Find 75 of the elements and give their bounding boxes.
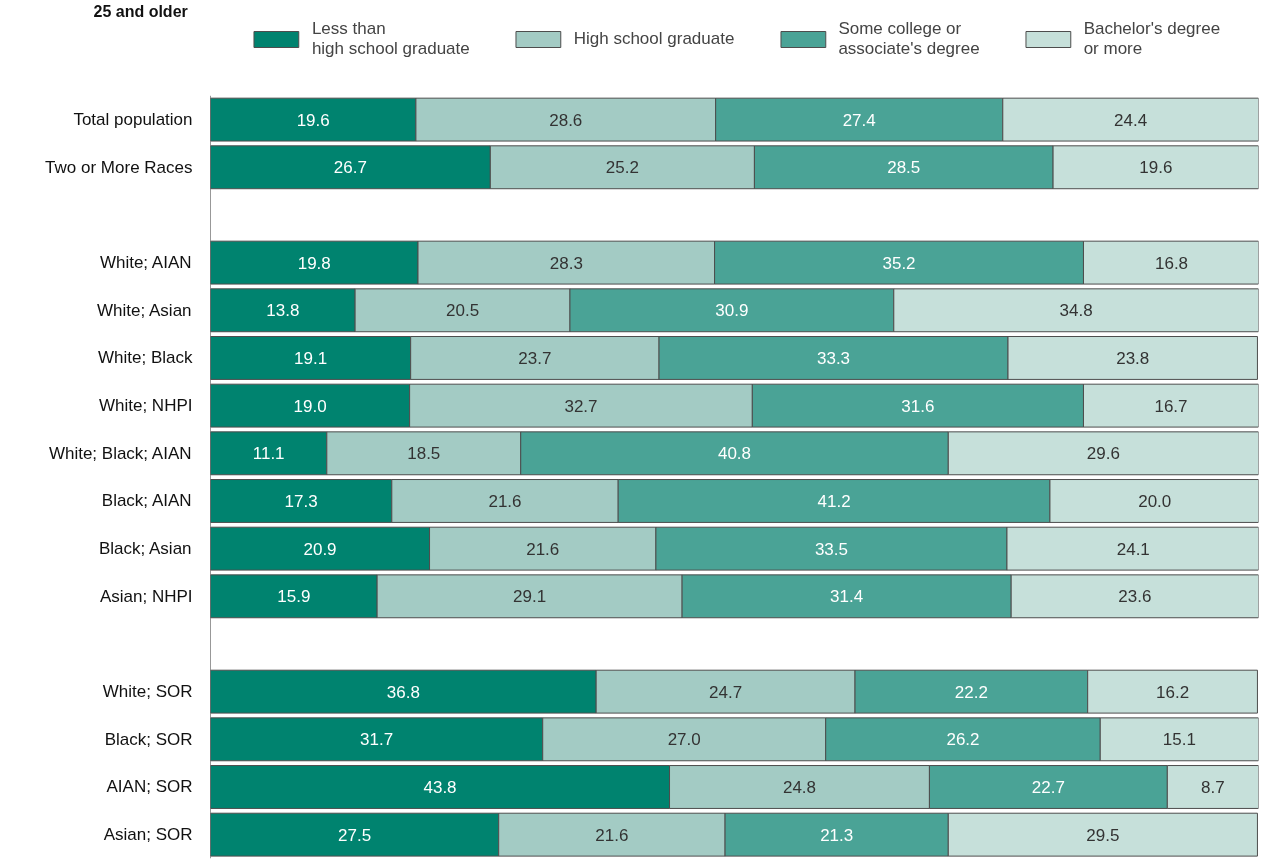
- y-tick-label: White; NHPI: [98, 396, 193, 416]
- data-label: 23.6: [1118, 587, 1152, 607]
- y-tick-label: Asian; NHPI: [99, 586, 193, 606]
- data-label: 31.4: [830, 587, 864, 607]
- data-label: 21.3: [820, 825, 854, 845]
- data-label: 29.1: [513, 587, 547, 607]
- data-label: 16.8: [1154, 253, 1189, 273]
- y-tick-label: Black; SOR: [104, 729, 193, 749]
- data-label: 22.7: [1031, 777, 1065, 797]
- data-label: 26.7: [333, 158, 367, 178]
- data-label: 23.8: [1116, 348, 1150, 368]
- y-tick-label: White; Black; AIAN: [48, 443, 192, 463]
- data-label: 13.8: [266, 301, 300, 321]
- y-tick-label: White; AIAN: [99, 253, 192, 273]
- data-label: 27.5: [338, 825, 372, 845]
- y-tick-label: White; Black: [98, 348, 193, 368]
- data-label: 34.8: [1059, 301, 1093, 321]
- legend-label: Bachelor's degree or more: [1083, 19, 1221, 59]
- data-label: 20.9: [303, 539, 337, 559]
- y-tick-label: Total population: [73, 110, 193, 130]
- data-label: 16.2: [1156, 682, 1190, 702]
- data-label: 40.8: [717, 444, 752, 464]
- data-label: 24.1: [1116, 539, 1150, 559]
- data-label: 8.7: [1201, 777, 1225, 797]
- data-label: 24.7: [709, 682, 743, 702]
- data-label: 19.1: [294, 348, 328, 368]
- data-label: 24.4: [1114, 110, 1148, 130]
- data-label: 31.7: [360, 730, 394, 750]
- text: 25 and older: [93, 2, 188, 20]
- data-label: 16.7: [1154, 396, 1188, 416]
- y-tick-label: Asian; SOR: [103, 825, 193, 845]
- data-label: 17.3: [284, 491, 318, 511]
- data-label: 32.7: [564, 396, 598, 416]
- legend-label: High school graduate: [573, 29, 735, 49]
- y-tick-label: White; SOR: [102, 682, 193, 702]
- data-label: 26.2: [946, 730, 980, 750]
- data-label: 19.0: [293, 396, 327, 416]
- data-label: 11.1: [252, 444, 285, 464]
- data-label: 28.6: [549, 110, 583, 130]
- y-tick-label: Black; Asian: [98, 539, 192, 559]
- data-label: 15.1: [1162, 730, 1196, 750]
- data-label: 21.6: [526, 539, 560, 559]
- data-label: 27.0: [667, 730, 701, 750]
- data-label: 15.9: [277, 587, 311, 607]
- data-label: 19.6: [1139, 158, 1173, 178]
- data-label: 43.8: [423, 777, 457, 797]
- data-label: 31.6: [901, 396, 935, 416]
- y-tick-label: AIAN; SOR: [106, 777, 193, 797]
- data-label: 29.5: [1086, 825, 1120, 845]
- data-label: 36.8: [386, 682, 420, 702]
- data-label: 23.7: [518, 348, 552, 368]
- y-tick-label: White; Asian: [97, 300, 192, 320]
- legend-label: Less than high school graduate: [311, 19, 470, 59]
- legend-label: Some college or associate's degree: [838, 19, 980, 59]
- data-label: 21.6: [595, 825, 629, 845]
- data-label: 18.5: [407, 444, 441, 464]
- data-label: 28.5: [887, 158, 921, 178]
- data-label: 28.3: [549, 253, 583, 273]
- y-tick-label: Two or More Races: [45, 157, 193, 177]
- data-label: 24.8: [782, 777, 817, 797]
- data-label: 35.2: [882, 253, 916, 273]
- data-label: 21.6: [488, 491, 522, 511]
- data-label: 41.2: [817, 491, 851, 511]
- data-label: 33.3: [816, 348, 851, 368]
- y-tick-label: Black; AIAN: [101, 491, 192, 511]
- data-label: 29.6: [1086, 444, 1120, 464]
- data-label: 30.9: [715, 301, 749, 321]
- data-label: 27.4: [842, 110, 876, 130]
- data-label: 25.2: [605, 158, 639, 178]
- data-label: 19.6: [296, 110, 330, 130]
- data-label: 33.5: [814, 539, 848, 559]
- data-label: 19.8: [297, 253, 331, 273]
- data-label: 22.2: [954, 682, 988, 702]
- data-label: 20.0: [1138, 491, 1172, 511]
- data-label: 20.5: [446, 301, 480, 321]
